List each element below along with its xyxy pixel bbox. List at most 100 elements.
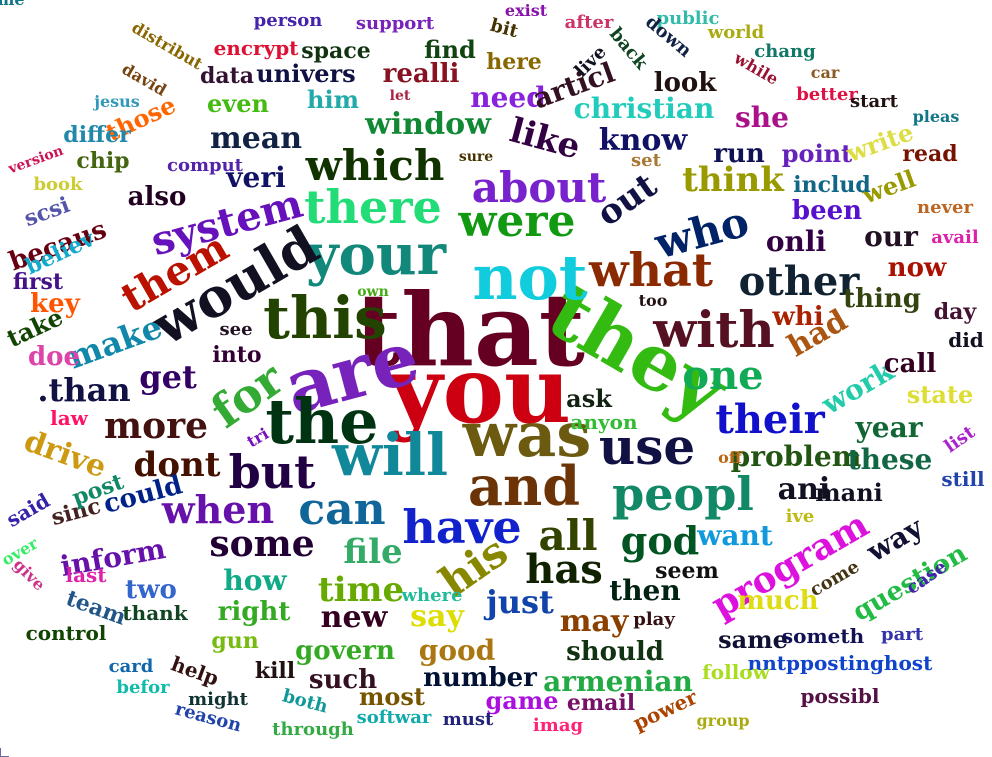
cloud-word: chang xyxy=(754,41,816,62)
cloud-word: will xyxy=(331,421,449,489)
cloud-word: ask xyxy=(566,384,612,413)
cloud-word: get xyxy=(139,358,197,396)
cloud-word: see xyxy=(219,319,253,340)
cloud-word: problem xyxy=(730,440,862,473)
cloud-word: avail xyxy=(931,227,979,248)
cloud-word: list xyxy=(940,421,979,458)
cloud-word: pleas xyxy=(912,107,960,126)
cloud-word: help xyxy=(167,651,223,691)
cloud-word: the xyxy=(265,385,379,458)
cloud-word: right xyxy=(217,597,291,627)
cloud-word: that xyxy=(355,271,585,389)
cloud-word: onli xyxy=(765,225,827,258)
cloud-word: think xyxy=(682,160,784,200)
cloud-word: who xyxy=(649,196,754,269)
cloud-word: you xyxy=(389,336,571,444)
cloud-word: still xyxy=(941,467,985,491)
cloud-word: jesus xyxy=(94,92,140,111)
cloud-word: god xyxy=(620,518,700,563)
cloud-word: world xyxy=(707,22,765,43)
cloud-word: can xyxy=(298,484,386,535)
cloud-word: she xyxy=(735,101,789,134)
cloud-word: how xyxy=(223,564,287,597)
cloud-word: person xyxy=(253,10,323,31)
cloud-word: chip xyxy=(76,148,130,174)
cloud-word: even xyxy=(207,89,269,118)
cloud-word: drive xyxy=(19,423,111,486)
cloud-word: part xyxy=(880,624,924,645)
cloud-word: find xyxy=(424,35,476,64)
cloud-word: group xyxy=(696,711,750,730)
cloud-word: dont xyxy=(133,445,221,485)
cloud-word: read xyxy=(902,141,958,167)
cloud-word: realli xyxy=(382,59,460,89)
cloud-word: there xyxy=(304,180,442,234)
cloud-word: better xyxy=(796,84,858,105)
cloud-word: know xyxy=(598,123,688,158)
cloud-word: scsi xyxy=(20,191,74,233)
cloud-word: support xyxy=(355,13,435,34)
cloud-word: comput xyxy=(167,155,243,176)
cloud-word: run xyxy=(713,139,765,169)
cloud-word: must xyxy=(442,709,494,730)
cloud-word: christian xyxy=(573,92,715,125)
cloud-word: into xyxy=(212,342,262,368)
cloud-word: govern xyxy=(295,636,395,666)
cloud-word: same xyxy=(718,625,788,654)
cloud-word: univers xyxy=(256,59,356,88)
cloud-word: own xyxy=(357,284,389,300)
cloud-word: start xyxy=(850,91,898,112)
cloud-word: your xyxy=(305,222,447,288)
cloud-word: follow xyxy=(702,660,770,684)
cloud-word: other xyxy=(738,258,860,305)
cloud-word: have xyxy=(402,500,522,554)
cloud-word: may xyxy=(559,604,629,639)
cloud-word: through xyxy=(272,719,354,740)
cloud-word: should xyxy=(566,637,664,667)
cloud-word: seem xyxy=(655,558,719,584)
cloud-word: two xyxy=(125,575,177,605)
cloud-word: control xyxy=(25,621,107,645)
cloud-word: public xyxy=(656,8,720,29)
cloud-word: then xyxy=(609,574,681,607)
cloud-word: anyon xyxy=(570,410,638,434)
cloud-word: window xyxy=(365,107,491,142)
cloud-word: what xyxy=(588,243,714,297)
cloud-word: him xyxy=(307,85,359,114)
cloud-word: this xyxy=(263,284,387,352)
cloud-word: all xyxy=(538,511,598,560)
cloud-word: veri xyxy=(226,161,286,194)
cloud-word: peopl xyxy=(612,467,754,521)
cloud-word: nntppostinghost xyxy=(747,651,933,675)
cloud-word: like xyxy=(505,110,585,168)
cloud-word: not xyxy=(472,241,588,314)
cloud-word: and xyxy=(467,454,581,518)
cloud-word: which xyxy=(305,141,445,190)
cloud-word: includ xyxy=(793,172,871,198)
cloud-word: just xyxy=(486,583,554,621)
cloud-word: day xyxy=(933,299,977,325)
cloud-word: was xyxy=(462,398,592,471)
cloud-word: file xyxy=(343,532,403,572)
cloud-word: ive xyxy=(785,506,815,527)
corner-mark xyxy=(0,748,9,757)
cloud-word: say xyxy=(410,599,464,634)
cloud-word: these xyxy=(847,443,933,476)
cloud-word: number xyxy=(423,663,537,693)
cloud-word: our xyxy=(864,220,918,253)
cloud-word: but xyxy=(228,445,316,499)
cloud-word: last xyxy=(65,563,107,587)
cloud-word: doe xyxy=(27,342,81,372)
cloud-word: game xyxy=(485,686,559,715)
cloud-word: bit xyxy=(488,14,521,43)
cloud-word: too xyxy=(638,291,668,310)
cloud-word: let xyxy=(389,88,411,104)
cloud-word: version xyxy=(6,142,66,178)
cloud-word: ani xyxy=(777,472,831,507)
cloud-word: year xyxy=(855,411,923,444)
cloud-word: differ xyxy=(63,122,131,148)
cloud-word: much xyxy=(737,586,819,616)
cloud-word: some xyxy=(209,523,315,565)
cloud-word: use xyxy=(598,417,696,476)
